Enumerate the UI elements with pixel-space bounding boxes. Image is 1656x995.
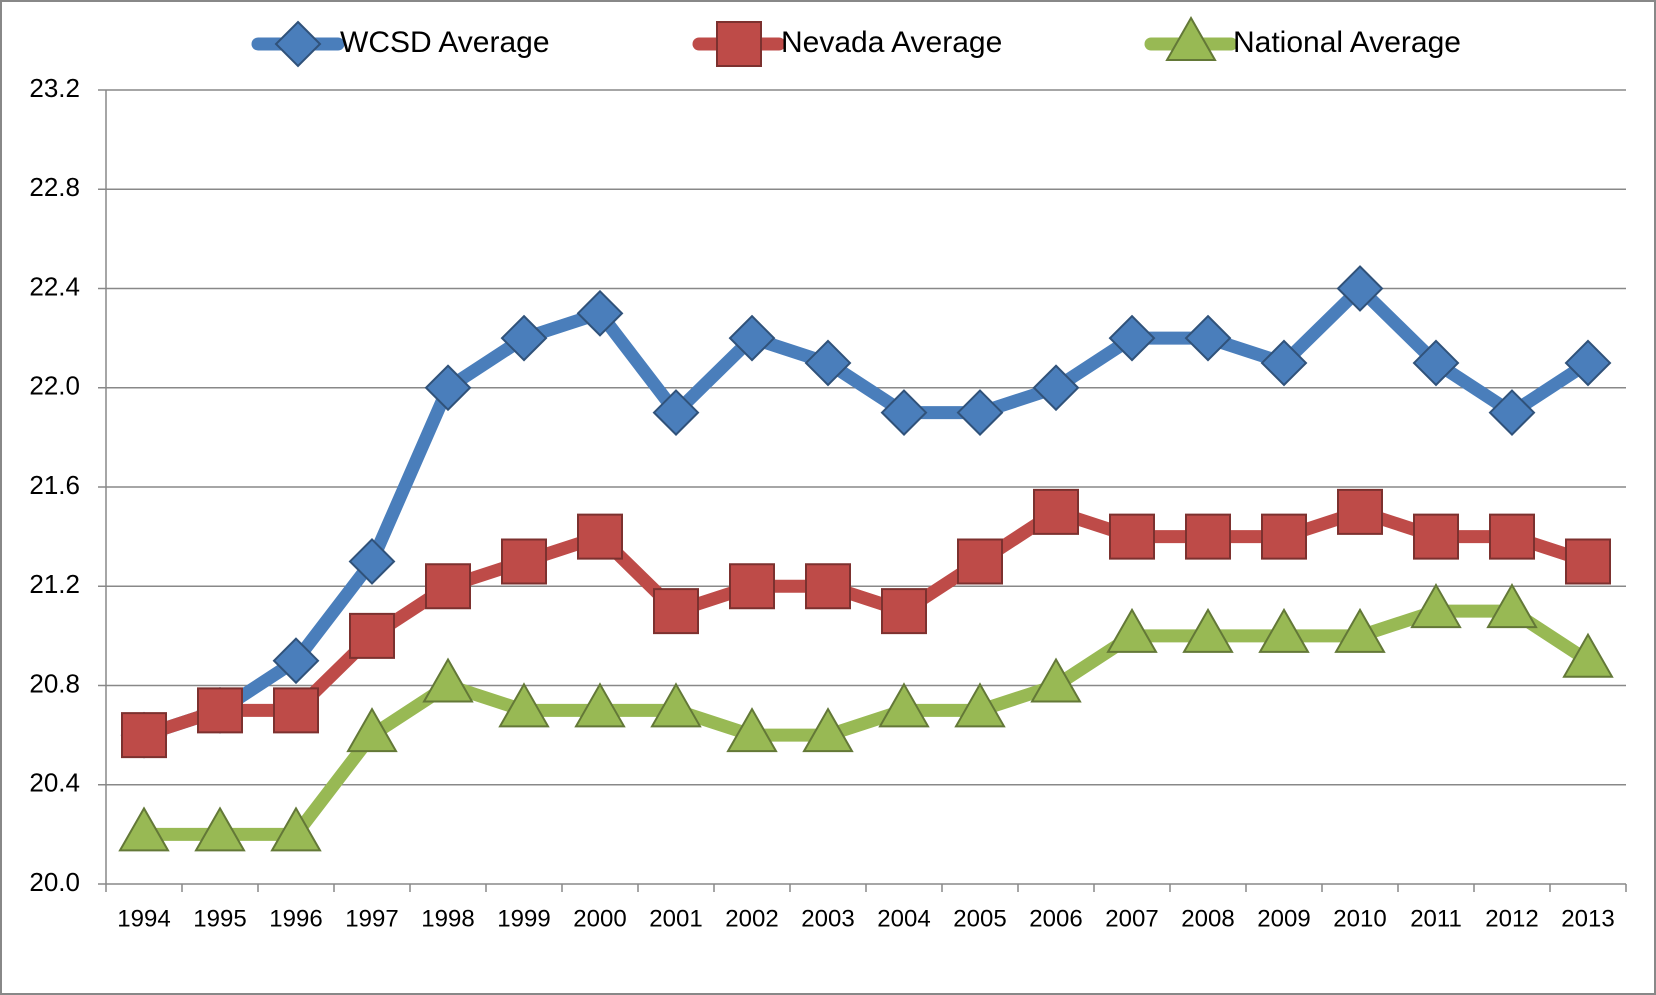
x-tick-label: 2003 — [801, 905, 854, 932]
x-tick-label: 1994 — [117, 905, 170, 932]
marker — [194, 806, 246, 852]
marker — [1182, 607, 1234, 653]
marker — [576, 289, 624, 337]
marker — [729, 563, 775, 610]
marker — [422, 657, 474, 703]
x-tick-label: 2002 — [725, 905, 778, 932]
marker — [1564, 339, 1612, 387]
marker — [118, 806, 170, 852]
marker — [1030, 657, 1082, 703]
legend-marker — [274, 20, 322, 68]
marker — [1258, 607, 1310, 653]
marker — [1184, 314, 1232, 362]
y-tick-label: 22.4 — [29, 271, 80, 301]
x-tick-label: 1998 — [421, 905, 474, 932]
marker — [197, 687, 243, 734]
x-tick-label: 1995 — [193, 905, 246, 932]
marker — [1185, 513, 1231, 560]
marker — [805, 563, 851, 610]
marker — [1413, 513, 1459, 560]
marker — [726, 707, 778, 753]
marker — [1410, 583, 1462, 629]
marker — [728, 314, 776, 362]
marker — [956, 389, 1004, 436]
marker — [954, 682, 1006, 728]
legend-label: Nevada Average — [781, 26, 1002, 59]
x-tick-label: 2007 — [1105, 905, 1158, 932]
x-tick-label: 2011 — [1410, 905, 1462, 932]
marker — [574, 682, 626, 728]
legend-label: WCSD Average — [340, 26, 550, 59]
marker — [1033, 488, 1079, 535]
marker — [1337, 488, 1383, 535]
marker — [653, 588, 699, 635]
x-tick-label: 1999 — [497, 905, 550, 932]
y-tick-label: 22.8 — [29, 172, 80, 202]
marker — [878, 682, 930, 728]
y-tick-label: 20.4 — [29, 768, 80, 798]
x-tick-label: 2004 — [877, 905, 930, 932]
x-tick-label: 2000 — [573, 905, 626, 932]
marker — [349, 612, 395, 659]
marker — [424, 364, 472, 412]
marker — [1488, 389, 1536, 436]
marker — [498, 682, 550, 728]
marker — [577, 513, 623, 560]
marker — [1489, 513, 1535, 560]
marker — [1565, 538, 1611, 585]
marker — [1412, 339, 1460, 387]
marker — [1260, 339, 1308, 387]
x-tick-label: 2013 — [1561, 905, 1614, 932]
legend-marker — [1165, 15, 1217, 61]
marker — [270, 806, 322, 852]
marker — [650, 682, 702, 728]
marker — [880, 389, 928, 436]
x-tick-label: 1996 — [269, 905, 322, 932]
y-tick-label: 23.2 — [29, 73, 80, 103]
marker — [121, 712, 167, 759]
marker — [1336, 265, 1384, 312]
y-tick-label: 20.0 — [29, 867, 80, 897]
marker — [1261, 513, 1307, 560]
x-tick-label: 2001 — [649, 905, 702, 932]
legend-label: National Average — [1233, 26, 1461, 59]
marker — [1334, 607, 1386, 653]
x-tick-label: 2010 — [1333, 905, 1386, 932]
x-tick-label: 2008 — [1181, 905, 1234, 932]
marker — [346, 707, 398, 753]
marker — [1486, 583, 1538, 629]
x-tick-label: 2006 — [1029, 905, 1082, 932]
marker — [1562, 632, 1614, 678]
marker — [881, 588, 927, 635]
marker — [272, 637, 320, 685]
marker — [957, 538, 1003, 585]
marker — [501, 538, 547, 585]
marker — [1106, 607, 1158, 653]
y-tick-label: 21.6 — [29, 470, 80, 500]
marker — [652, 389, 700, 436]
series-line — [141, 282, 1592, 742]
marker — [1032, 364, 1080, 412]
y-tick-label: 21.2 — [29, 569, 80, 599]
marker — [425, 563, 471, 610]
marker — [500, 314, 548, 362]
marker — [273, 687, 319, 734]
marker — [1109, 513, 1155, 560]
x-tick-label: 1997 — [345, 905, 398, 932]
y-tick-label: 22.0 — [29, 371, 80, 401]
y-tick-label: 20.8 — [29, 668, 80, 698]
x-tick-label: 2012 — [1485, 905, 1538, 932]
marker — [804, 339, 852, 387]
marker — [348, 538, 396, 585]
marker — [1108, 314, 1156, 362]
marker — [802, 707, 854, 753]
x-tick-label: 2005 — [953, 905, 1006, 932]
legend-marker — [716, 21, 762, 67]
x-tick-label: 2009 — [1257, 905, 1310, 932]
